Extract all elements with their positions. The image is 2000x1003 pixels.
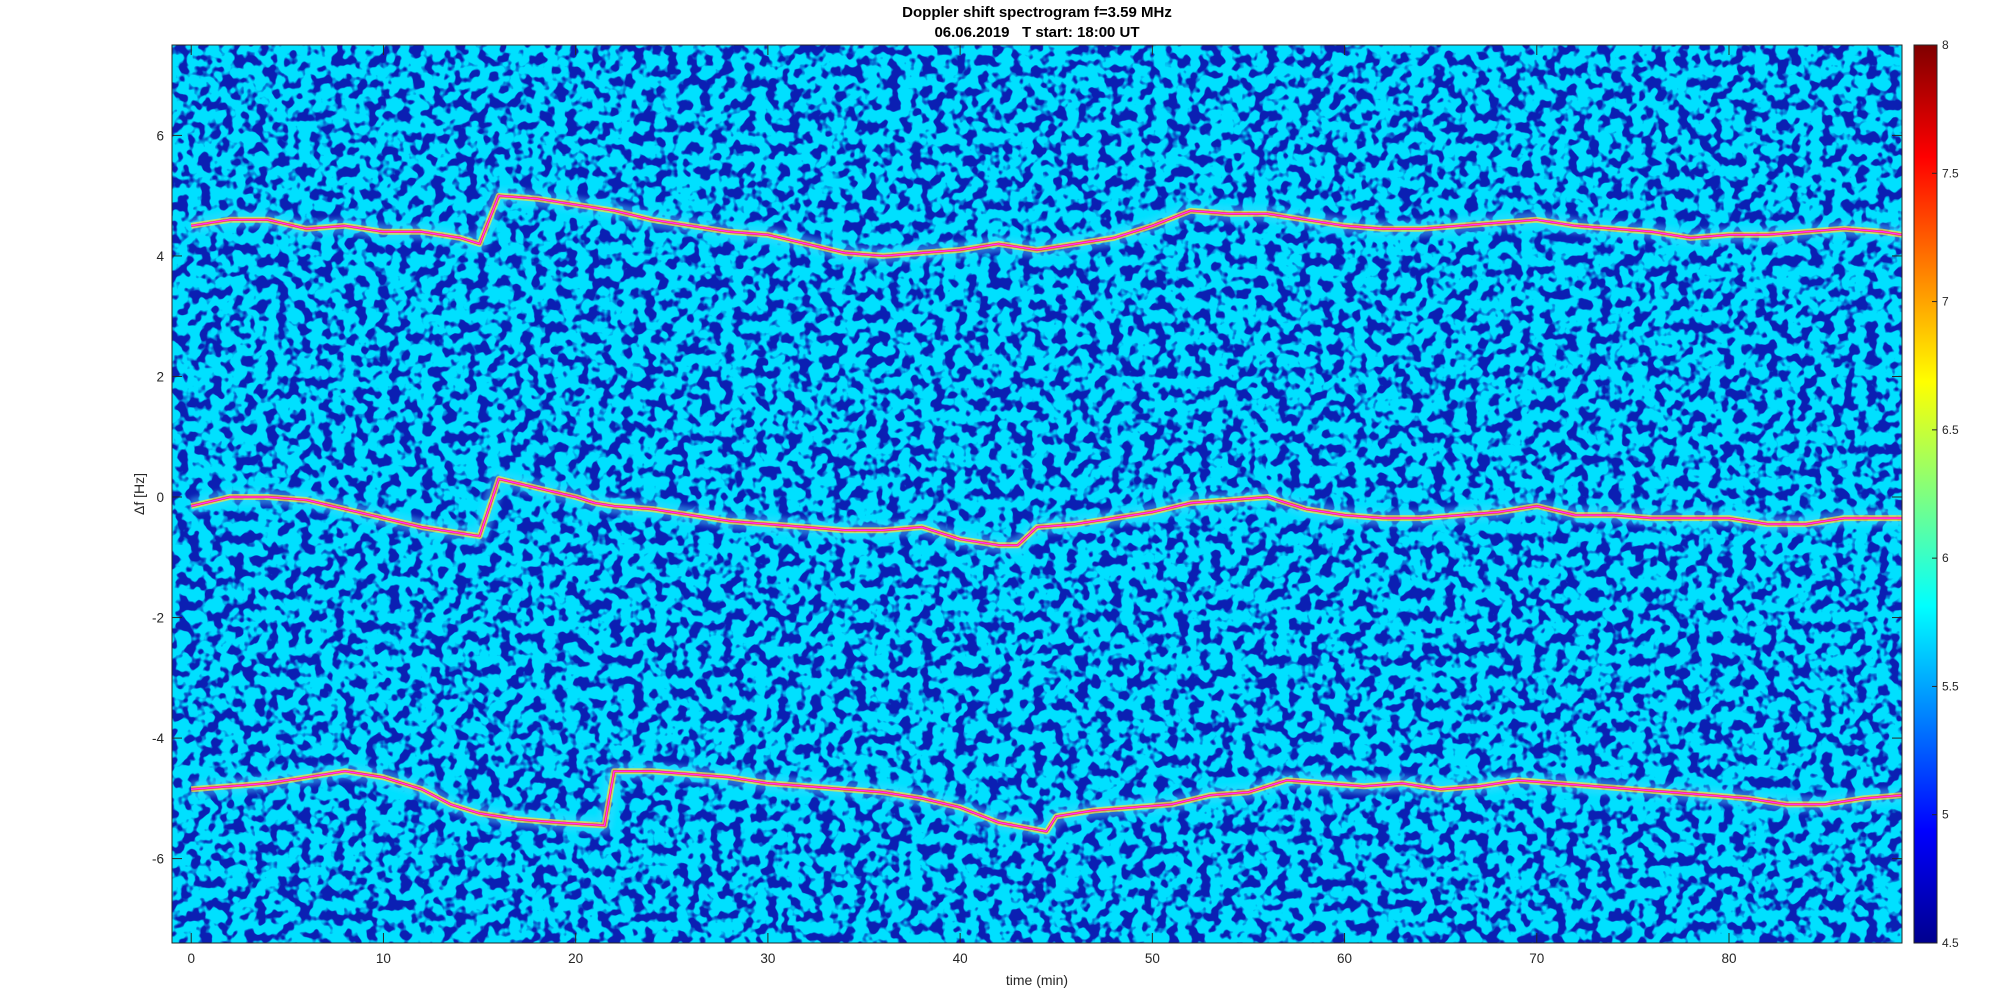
y-tick-label: -4 — [152, 731, 164, 746]
series-layer — [189, 187, 1902, 840]
colorbar-tick-label: 8 — [1942, 38, 1949, 52]
plot-frame — [171, 44, 1903, 944]
series-1-trace — [191, 194, 1902, 257]
y-tick-label: 2 — [156, 369, 164, 384]
series-3-trace — [191, 770, 1902, 833]
x-tick-label: 10 — [376, 951, 391, 966]
colorbar-tick-label: 5.5 — [1942, 679, 1959, 693]
x-tick-label: 80 — [1721, 951, 1736, 966]
x-axis: 0 10 20 30 40 50 60 70 80 — [187, 45, 1737, 966]
x-tick-label: 0 — [187, 951, 195, 966]
x-tick-label: 30 — [760, 951, 775, 966]
x-tick-label: 70 — [1529, 951, 1544, 966]
x-tick-label: 50 — [1145, 951, 1160, 966]
y-tick-label: -2 — [152, 611, 164, 626]
y-tick-label: -6 — [152, 852, 164, 867]
chart-title: Doppler shift spectrogram f=3.59 MHz — [902, 4, 1172, 21]
y-axis-label: Δf [Hz] — [131, 473, 147, 515]
colorbar-tick-label: 5 — [1942, 808, 1949, 822]
colorbar-tick-label: 6.5 — [1942, 423, 1959, 437]
y-tick-label: 4 — [156, 249, 164, 264]
colorbar-gradient — [1913, 44, 1938, 944]
y-tick-label: 6 — [156, 128, 164, 143]
x-tick-label: 20 — [568, 951, 583, 966]
colorbar-tick-label: 7 — [1942, 295, 1949, 309]
series-2-trace — [191, 478, 1902, 546]
colorbar-tick-label: 4.5 — [1942, 936, 1959, 950]
y-axis: -6 -4 -2 0 2 4 6 — [152, 128, 1902, 867]
chart-subtitle: 06.06.2019 T start: 18:00 UT — [934, 24, 1139, 41]
plot-area — [171, 44, 1903, 944]
colorbar-ticks: 4.5 5 5.5 6 6.5 7 7.5 8 — [1932, 38, 1959, 950]
noise-speckle — [172, 45, 1902, 943]
x-axis-label: time (min) — [1006, 972, 1068, 988]
colorbar-tick-label: 6 — [1942, 551, 1949, 565]
x-tick-label: 60 — [1337, 951, 1352, 966]
x-tick-label: 40 — [953, 951, 968, 966]
y-tick-label: 0 — [156, 490, 164, 505]
colorbar: 4.5 5 5.5 6 6.5 7 7.5 8 — [1913, 38, 1959, 950]
colorbar-tick-label: 7.5 — [1942, 166, 1959, 180]
